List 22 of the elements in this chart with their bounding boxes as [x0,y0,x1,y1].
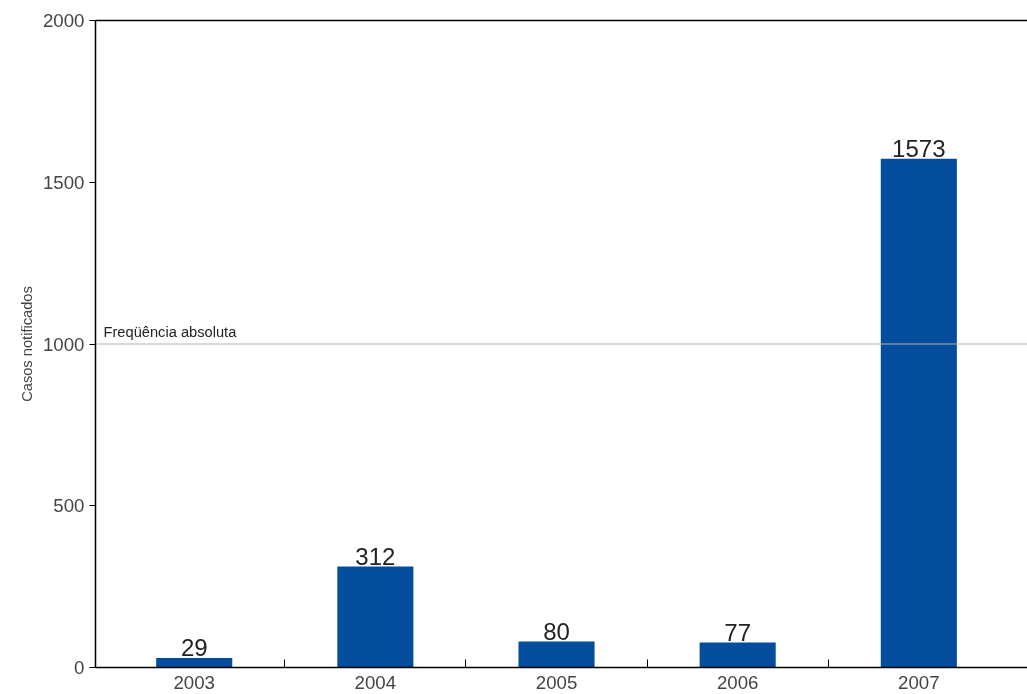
y-tick-label: 2000 [43,10,85,31]
data-label: 77 [724,618,752,646]
data-label: 80 [543,617,570,645]
x-tick-label: 2004 [354,671,397,693]
x-tick-label: 2003 [173,671,215,693]
x-tick-label: 2007 [898,671,940,693]
y-tick-label: 500 [53,495,85,517]
bar [699,642,776,668]
bar [518,641,595,668]
bar [156,658,233,668]
data-label: 1573 [892,134,946,162]
y-tick-label: 1000 [43,333,85,355]
ref-line-label: Freqüência absoluta [103,324,238,340]
x-tick-label: 2005 [535,671,578,693]
data-label: 312 [355,542,396,570]
y-tick-label: 1500 [43,171,85,193]
bar [880,158,957,668]
x-tick-label: 2006 [716,671,759,693]
y-tick-label: 0 [74,657,85,678]
data-label: 29 [180,634,208,662]
bar [337,566,414,668]
y-axis-title: Casos notificados [19,286,35,402]
